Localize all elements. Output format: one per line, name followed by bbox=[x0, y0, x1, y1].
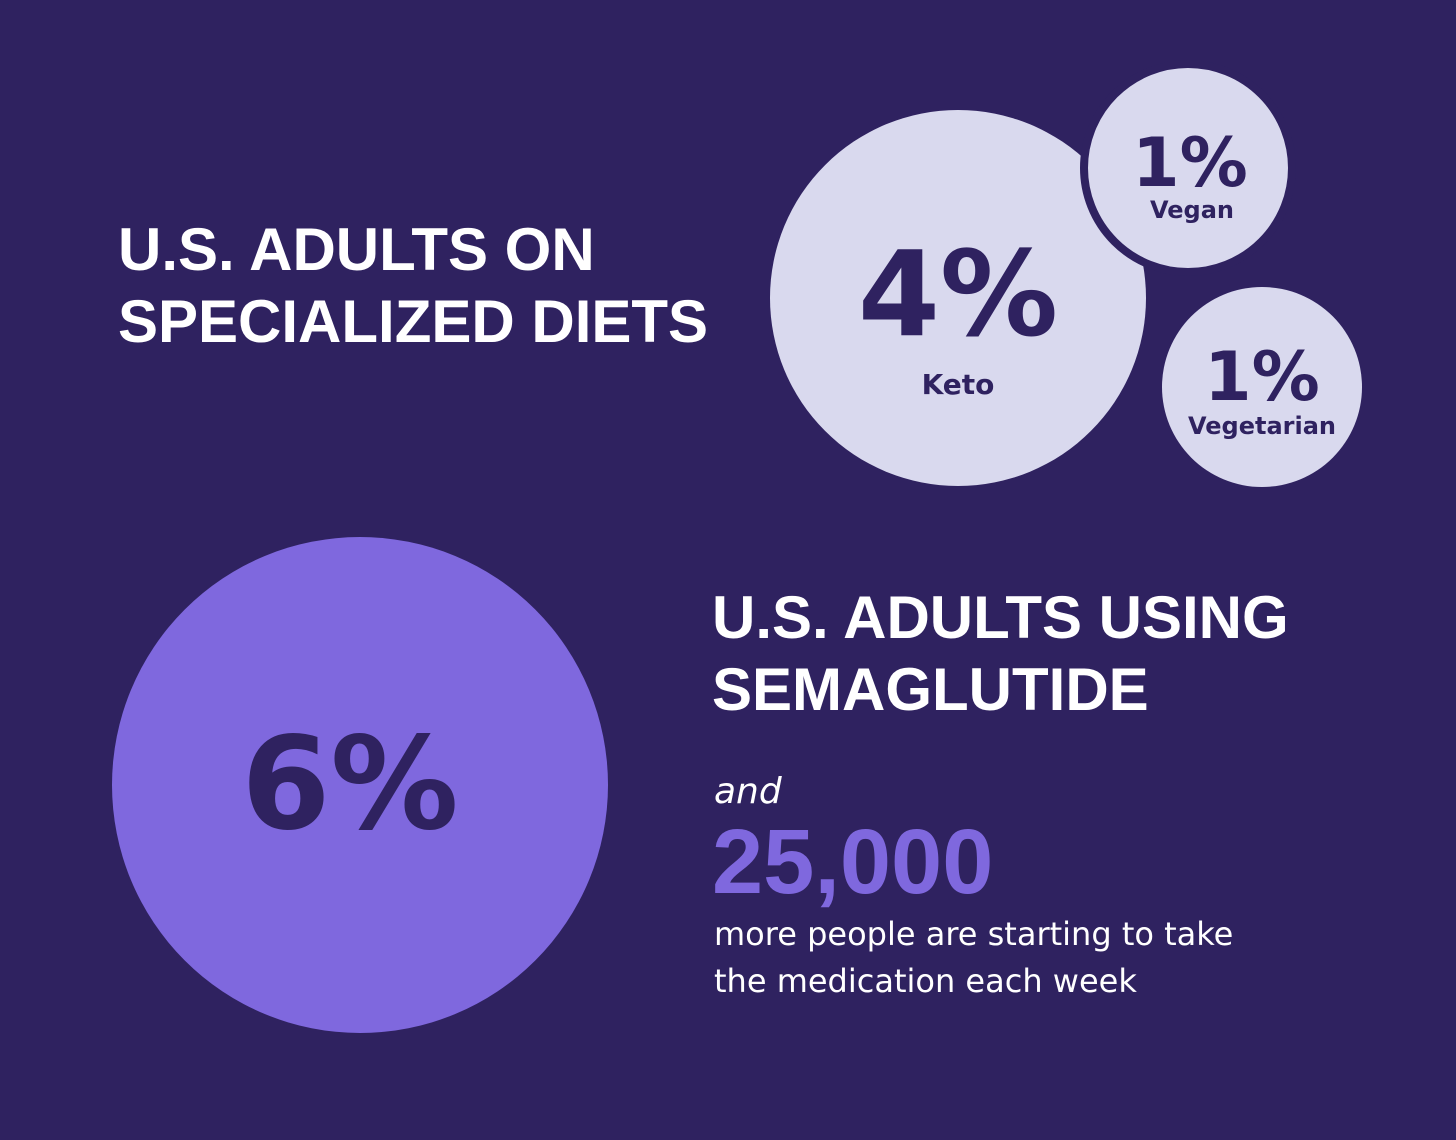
semaglutide-title: SEMAGLUTIDE bbox=[712, 656, 1149, 723]
semaglutide-value: 6% bbox=[241, 710, 458, 859]
diets-title: SPECIALIZED DIETS bbox=[118, 288, 708, 355]
count: 25,000 bbox=[712, 811, 993, 913]
vegetarian-value: 1% bbox=[1204, 338, 1319, 417]
connector: and bbox=[714, 771, 783, 812]
vegetarian-circle bbox=[1162, 287, 1362, 487]
keto-value: 4% bbox=[858, 225, 1058, 363]
vegetarian-label: Vegetarian bbox=[1188, 412, 1336, 440]
keto-circle bbox=[770, 110, 1146, 486]
diets-title: U.S. ADULTS ON bbox=[118, 216, 595, 283]
vegan-value: 1% bbox=[1132, 124, 1247, 203]
vegan-circle bbox=[1080, 60, 1296, 276]
semaglutide-circle bbox=[112, 537, 608, 1033]
keto-label: Keto bbox=[922, 368, 995, 401]
vegan-label: Vegan bbox=[1150, 196, 1234, 224]
description: more people are starting to take bbox=[714, 915, 1233, 953]
description: the medication each week bbox=[714, 962, 1137, 1000]
semaglutide-title: U.S. ADULTS USING bbox=[712, 584, 1289, 651]
